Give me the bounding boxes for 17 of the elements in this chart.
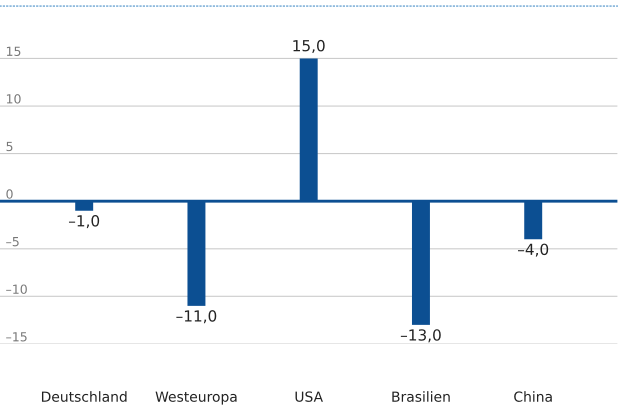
y-tick-label: 0: [6, 189, 13, 199]
y-tick-label: –10: [6, 284, 27, 294]
x-tick-label: China: [514, 391, 552, 402]
y-tick-label: 5: [6, 142, 12, 152]
y-tick-label: 10: [6, 94, 21, 104]
data-label: –11,0: [176, 310, 216, 324]
x-tick-label: USA: [296, 391, 323, 402]
data-label: –4,0: [518, 244, 548, 257]
y-tick-label: –15: [6, 332, 27, 342]
x-tick-label: Deutschland: [42, 391, 127, 402]
y-tick-label: 15: [6, 46, 20, 56]
x-tick-label: Brasilien: [392, 391, 450, 402]
data-label: –1,0: [68, 215, 100, 228]
x-tick-label: Westeuropa: [156, 392, 237, 405]
data-label: –13,0: [400, 329, 441, 342]
data-label: 15,0: [293, 40, 325, 53]
y-tick-label: –5: [6, 237, 19, 246]
